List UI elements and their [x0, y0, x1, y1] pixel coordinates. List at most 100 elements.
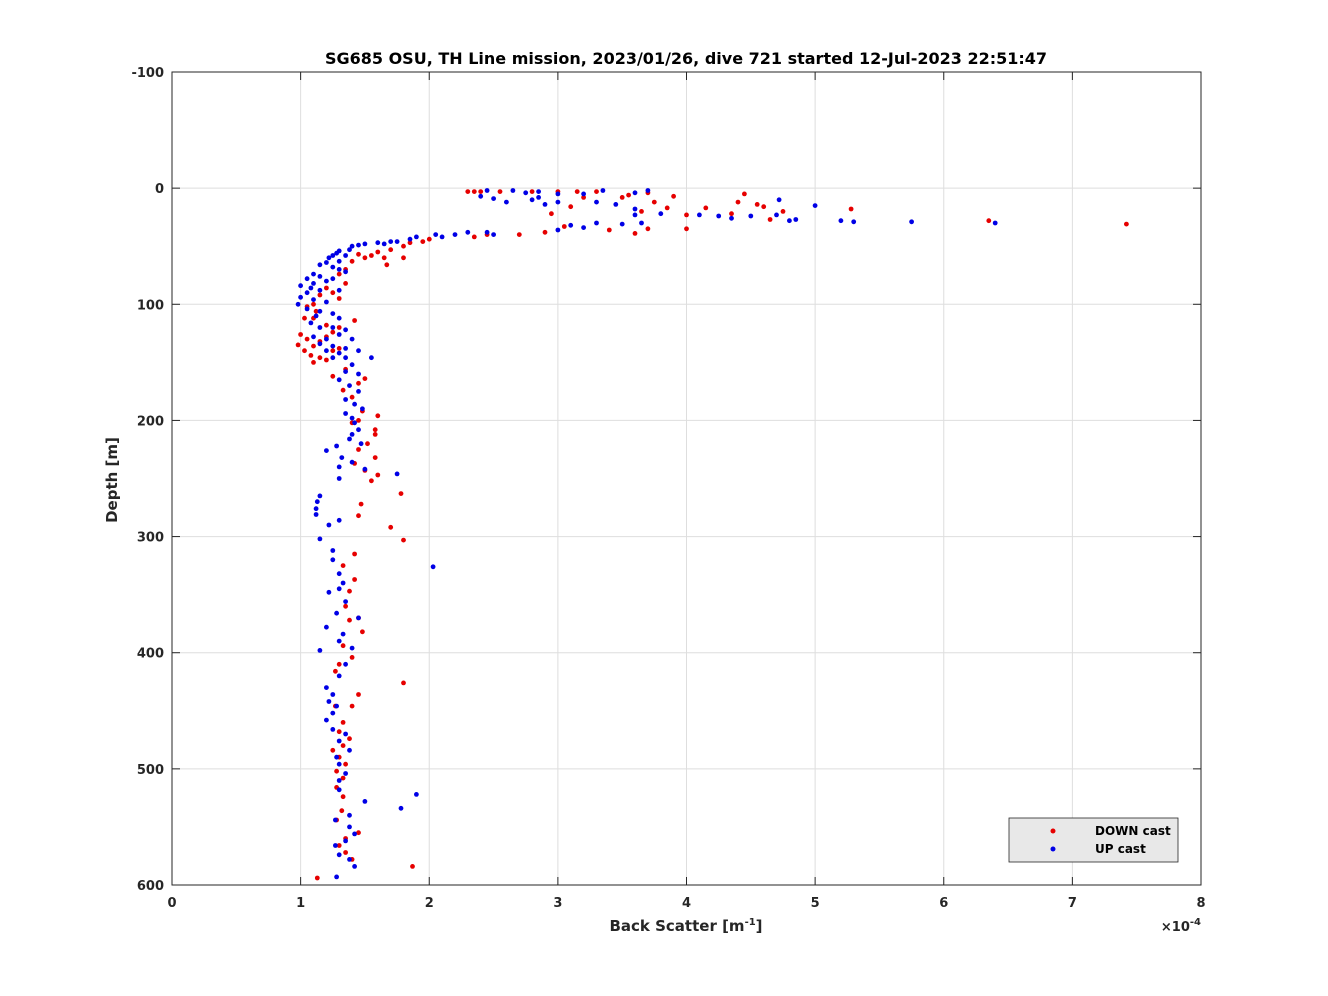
up-cast-point	[317, 287, 323, 293]
x-exponent-label: ×10-4	[1161, 917, 1201, 935]
y-axis-label: Depth [m]	[103, 437, 121, 523]
down-cast-point	[313, 308, 319, 314]
up-cast-point	[484, 188, 490, 193]
up-cast-point	[334, 874, 339, 880]
up-cast-point	[334, 754, 339, 760]
up-cast-point	[336, 673, 342, 679]
up-cast-point	[336, 287, 342, 293]
down-cast-point	[606, 227, 612, 233]
down-cast-point	[349, 394, 355, 400]
up-cast-point	[812, 203, 818, 209]
up-cast-point	[336, 761, 342, 767]
down-cast-point	[471, 234, 477, 240]
down-cast-point	[330, 747, 336, 753]
up-cast-point	[324, 260, 329, 265]
up-cast-point	[333, 817, 338, 823]
up-cast-point	[334, 610, 339, 616]
down-cast-point	[703, 205, 709, 211]
down-cast-point	[471, 189, 477, 195]
up-cast-point	[381, 241, 387, 247]
down-cast-point	[407, 240, 413, 246]
up-cast-point	[909, 219, 914, 225]
up-cast-point	[343, 355, 348, 361]
down-cast-point	[626, 192, 631, 198]
down-cast-point	[360, 629, 365, 635]
up-cast-point	[349, 243, 355, 249]
up-cast-point	[326, 589, 332, 595]
down-cast-point	[339, 808, 345, 814]
up-cast-point	[992, 220, 998, 226]
up-cast-point	[304, 276, 310, 282]
down-cast-point	[356, 692, 361, 697]
up-cast-point	[304, 306, 310, 312]
up-cast-point	[632, 212, 638, 218]
down-cast-point	[568, 204, 574, 210]
legend: DOWN cast UP cast	[1008, 817, 1179, 863]
down-cast-point	[356, 380, 361, 386]
down-cast-point	[352, 551, 357, 557]
up-cast-point	[313, 512, 319, 517]
down-cast-point	[529, 189, 535, 195]
down-cast-point	[619, 195, 625, 200]
y-tick-label: 500	[137, 763, 164, 778]
down-cast-point	[333, 668, 338, 674]
up-cast-point	[304, 290, 310, 296]
up-cast-point	[317, 493, 323, 499]
up-cast-point	[594, 220, 599, 226]
legend-box	[1008, 817, 1179, 863]
y-tick-label: -100	[131, 66, 164, 81]
down-cast-point	[340, 563, 346, 568]
up-cast-point	[349, 459, 355, 465]
up-cast-point	[362, 799, 368, 804]
up-cast-point	[326, 699, 332, 704]
up-cast-point	[340, 580, 346, 586]
down-cast-point	[302, 315, 307, 321]
up-cast-point	[339, 455, 345, 460]
up-cast-point	[330, 325, 336, 330]
down-cast-point	[340, 720, 346, 725]
up-cast-point	[336, 332, 342, 337]
down-cast-point	[347, 617, 352, 623]
up-cast-point	[594, 199, 599, 205]
up-cast-point	[358, 441, 364, 447]
up-cast-point	[336, 738, 342, 744]
y-tick-label: 100	[137, 298, 164, 313]
up-cast-point	[394, 471, 400, 477]
x-axis-label: Back Scatter [m-1]	[609, 917, 762, 935]
down-cast-point	[632, 231, 638, 236]
up-cast-point	[324, 336, 329, 342]
up-cast-point	[356, 371, 361, 377]
up-cast-point	[430, 564, 436, 570]
up-cast-point	[324, 624, 329, 630]
x-tick-labels: 0 1 2 3 4 5 6 7 8	[167, 896, 1205, 911]
down-cast-point	[311, 360, 316, 365]
down-cast-point	[767, 217, 773, 222]
up-cast-point	[313, 506, 319, 512]
up-cast-point	[308, 320, 314, 326]
down-cast-point	[761, 204, 767, 210]
up-cast-point	[536, 195, 541, 200]
down-cast-point	[356, 830, 361, 836]
up-cast-point	[347, 812, 352, 818]
up-cast-point	[581, 191, 586, 197]
down-cast-point	[340, 387, 346, 393]
down-cast-point	[330, 290, 336, 296]
up-cast-point	[414, 234, 419, 240]
down-cast-point	[365, 441, 370, 447]
up-cast-point	[536, 189, 541, 195]
down-cast-point	[358, 501, 364, 507]
up-cast-point	[613, 202, 619, 207]
down-cast-point	[729, 211, 734, 217]
down-cast-point	[343, 603, 348, 609]
up-cast-point	[324, 348, 329, 354]
x-tick-label: 2	[425, 896, 434, 911]
up-cast-point	[317, 341, 323, 347]
up-cast-point	[362, 466, 368, 472]
up-cast-point	[311, 281, 316, 286]
up-cast-point	[313, 313, 319, 319]
up-cast-point	[311, 334, 316, 340]
up-cast-point	[362, 241, 368, 247]
up-cast-point	[787, 218, 792, 224]
up-cast-point	[542, 202, 548, 207]
up-cast-point	[838, 218, 844, 224]
